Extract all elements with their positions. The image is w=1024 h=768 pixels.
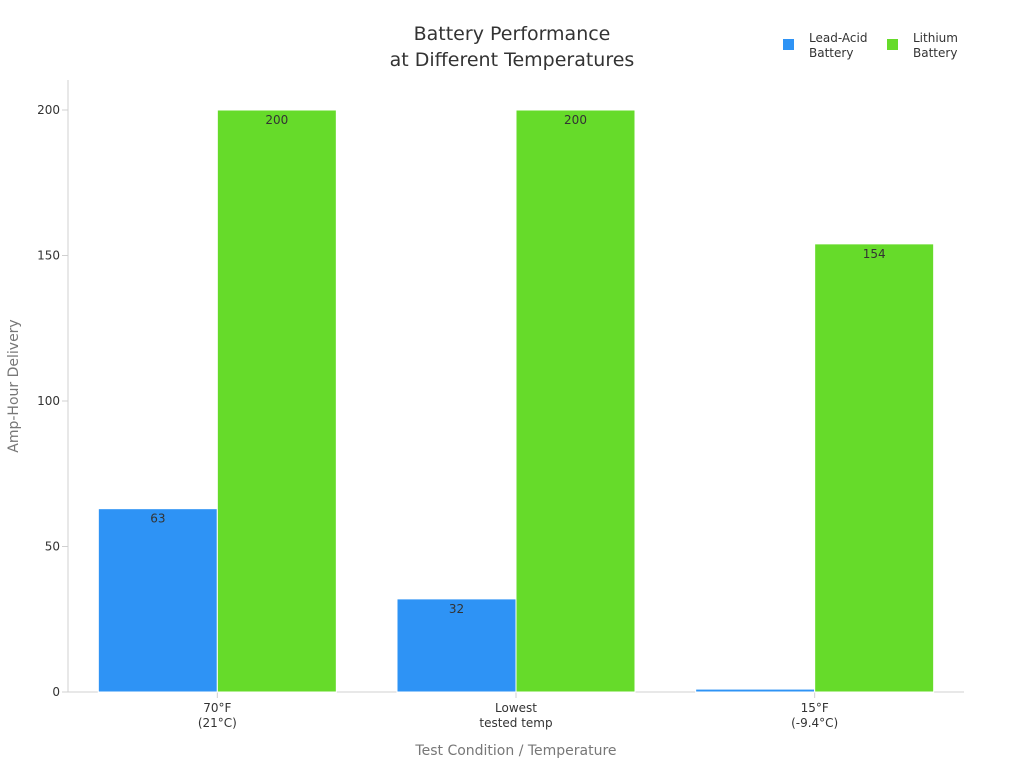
chart-title: Battery Performance at Different Tempera… bbox=[390, 23, 635, 71]
bar bbox=[216, 109, 337, 693]
bar-labels: 63 200 32 200 154 bbox=[150, 113, 885, 616]
x-tick-label: tested temp bbox=[479, 716, 552, 730]
x-tick-label: 70°F bbox=[203, 701, 231, 715]
bar bbox=[695, 688, 816, 693]
legend-label: Battery bbox=[913, 46, 957, 60]
legend-swatch bbox=[887, 39, 898, 50]
x-tick-label: (21°C) bbox=[198, 716, 237, 730]
bar bbox=[814, 243, 935, 693]
x-tick-label: (-9.4°C) bbox=[791, 716, 838, 730]
data-label: 200 bbox=[265, 113, 288, 127]
y-tick-label: 200 bbox=[37, 103, 60, 117]
legend-label: Lithium bbox=[913, 31, 958, 45]
y-axis: 0 50 100 150 200 bbox=[37, 80, 69, 699]
x-tick-label: Lowest bbox=[495, 701, 537, 715]
legend-label: Lead-Acid bbox=[809, 31, 867, 45]
x-axis-title: Test Condition / Temperature bbox=[414, 743, 616, 759]
data-label: 200 bbox=[564, 113, 587, 127]
x-tick-label: 15°F bbox=[801, 701, 829, 715]
bar bbox=[97, 508, 218, 693]
y-tick-label: 100 bbox=[37, 394, 60, 408]
bars bbox=[97, 109, 935, 693]
y-tick-label: 0 bbox=[52, 685, 60, 699]
chart-title-line-1: Battery Performance bbox=[414, 23, 611, 45]
chart-title-line-2: at Different Temperatures bbox=[390, 49, 635, 71]
y-axis-title: Amp-Hour Delivery bbox=[6, 319, 22, 452]
legend-swatch bbox=[783, 39, 794, 50]
y-tick-label: 150 bbox=[37, 249, 60, 263]
data-label: 154 bbox=[863, 247, 886, 261]
legend-label: Battery bbox=[809, 46, 853, 60]
y-tick-label: 50 bbox=[45, 540, 60, 554]
data-label: 32 bbox=[449, 602, 464, 616]
data-label: 63 bbox=[150, 512, 165, 526]
bar bbox=[515, 109, 636, 693]
